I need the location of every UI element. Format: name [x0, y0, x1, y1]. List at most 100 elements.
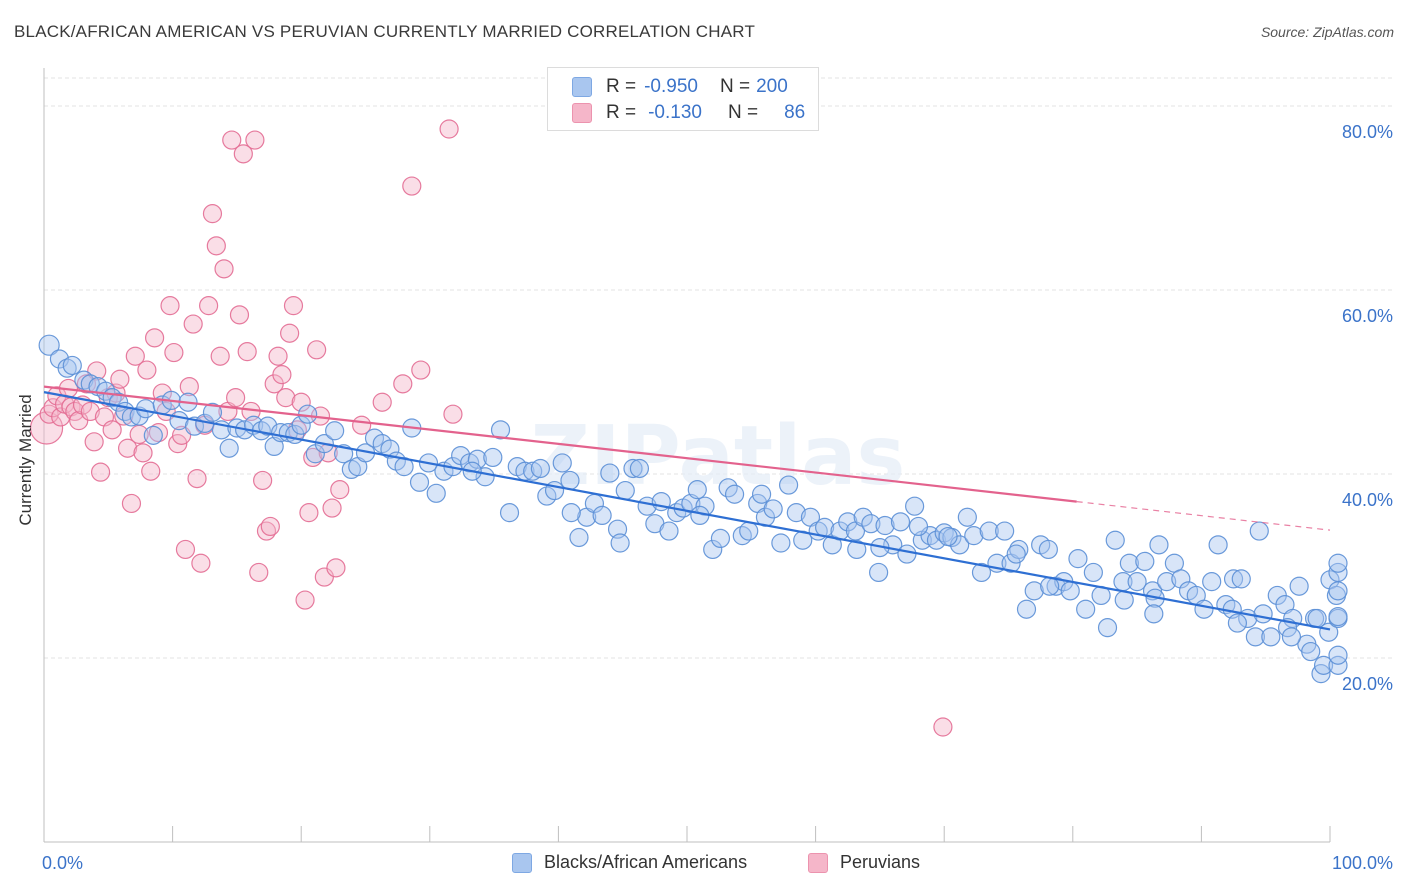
- data-point-blacks: [560, 470, 580, 491]
- data-point-blacks: [751, 484, 772, 504]
- data-point-blacks: [74, 370, 94, 390]
- data-point-peruvians: [322, 498, 342, 518]
- data-point-blacks: [778, 475, 799, 495]
- data-point-peruvians: [283, 296, 304, 316]
- legend-n-label-2: N =: [727, 102, 759, 123]
- data-point-peruvians: [214, 259, 234, 279]
- legend-row-blacks: R = -0.950 N = 200: [572, 74, 788, 100]
- data-point-blacks: [1149, 535, 1169, 555]
- data-point-peruvians: [179, 377, 199, 397]
- data-point-blacks: [1328, 606, 1348, 627]
- data-point-peruvians: [175, 539, 196, 560]
- data-point-peruvians: [160, 296, 180, 316]
- data-point-blacks: [938, 526, 958, 547]
- data-point-blacks: [561, 503, 581, 523]
- data-point-blacks: [483, 447, 503, 468]
- bottom-legend-blacks: Blacks/African Americans: [512, 852, 747, 873]
- trend-line-peruvians: [43, 385, 1077, 503]
- data-point-blacks: [786, 503, 806, 523]
- data-point-peruvians: [291, 392, 311, 412]
- data-point-peruvians: [237, 342, 257, 362]
- data-point-blacks: [710, 528, 731, 549]
- data-point-peruvians: [933, 717, 953, 737]
- data-point-peruvians: [84, 432, 104, 452]
- data-point-blacks: [610, 533, 630, 553]
- data-point-blacks: [703, 539, 723, 560]
- data-point-peruvians: [272, 365, 292, 385]
- data-point-blacks: [380, 439, 400, 459]
- data-point-peruvians: [206, 236, 226, 256]
- data-point-peruvians: [202, 204, 223, 224]
- legend-r-value-blacks: -0.950: [644, 76, 698, 97]
- data-point-blacks: [467, 449, 487, 469]
- data-point-blacks: [1144, 604, 1164, 624]
- data-point-blacks: [971, 562, 992, 583]
- data-point-blacks: [569, 527, 589, 548]
- data-point-blacks: [979, 521, 999, 541]
- tick-labels: 20.0% 40.0% 60.0% 80.0% 0.0% 100.0%: [42, 122, 1393, 873]
- data-point-blacks: [1253, 604, 1273, 624]
- data-point-blacks: [1208, 535, 1228, 555]
- data-point-peruvians: [148, 423, 169, 443]
- data-point-peruvians: [191, 553, 211, 573]
- data-point-blacks: [1119, 553, 1139, 573]
- data-point-peruvians: [326, 558, 346, 578]
- data-point-peruvians: [226, 388, 246, 408]
- data-point-blacks: [1289, 576, 1309, 596]
- data-point-blacks: [995, 521, 1015, 541]
- trend-line-peruvians-extension: [1076, 501, 1331, 531]
- data-point-blacks: [1328, 581, 1348, 601]
- data-point-blacks: [1171, 569, 1191, 589]
- data-point-blacks: [219, 438, 239, 458]
- data-point-blacks: [499, 503, 520, 523]
- data-point-blacks: [763, 499, 783, 519]
- data-point-peruvians: [121, 493, 142, 514]
- bottom-legend-label-blacks: Blacks/African Americans: [544, 852, 748, 872]
- data-point-blacks: [202, 402, 223, 422]
- data-point-blacks: [1068, 549, 1088, 569]
- data-point-blacks: [62, 355, 82, 376]
- data-point-peruvians: [245, 130, 265, 150]
- data-point-blacks: [629, 458, 650, 479]
- data-point-peruvians: [117, 438, 138, 458]
- data-point-peruvians: [303, 447, 323, 468]
- data-point-blacks: [1135, 551, 1155, 572]
- data-point-blacks: [724, 484, 745, 504]
- data-point-peruvians: [29, 411, 64, 445]
- data-point-blacks: [1328, 655, 1348, 675]
- legend-r-label-2: R =: [606, 102, 637, 123]
- data-point-peruvians: [164, 342, 184, 363]
- data-point-blacks: [905, 496, 925, 516]
- legend-swatch-blue: [572, 77, 592, 97]
- data-point-blacks: [1328, 645, 1348, 665]
- data-point-blacks: [847, 539, 867, 560]
- y-tick-label: 80.0%: [1342, 122, 1393, 142]
- data-point-blacks: [1202, 572, 1222, 592]
- data-point-blacks: [623, 458, 643, 479]
- data-point-peruvians: [280, 323, 300, 343]
- data-point-peruvians: [144, 328, 165, 348]
- legend-swatch-pink: [572, 103, 592, 123]
- data-point-blacks: [957, 507, 977, 527]
- data-point-peruvians: [183, 314, 203, 334]
- data-point-blacks: [1076, 599, 1096, 619]
- x-tick-label-min: 0.0%: [42, 853, 83, 873]
- data-point-blacks: [1127, 572, 1147, 592]
- y-tick-label: 60.0%: [1342, 306, 1393, 326]
- stats-legend: R = -0.950 N = 200 R = -0.130 N = 86: [547, 67, 819, 131]
- data-point-peruvians: [330, 480, 350, 500]
- data-point-blacks: [908, 516, 929, 537]
- data-point-blacks: [38, 334, 60, 356]
- data-point-peruvians: [137, 360, 157, 380]
- data-point-peruvians: [187, 469, 207, 489]
- watermark: ZIPatlas: [531, 409, 906, 504]
- data-point-peruvians: [233, 144, 253, 164]
- legend-n-value-blacks: 200: [756, 76, 788, 97]
- data-point-peruvians: [295, 590, 315, 610]
- legend-r-label: R =: [606, 76, 637, 97]
- trend-line-blacks: [43, 391, 1331, 631]
- data-point-peruvians: [393, 374, 413, 394]
- axes: [43, 68, 1331, 843]
- data-point-blacks: [1245, 627, 1266, 647]
- data-point-blacks: [1223, 569, 1244, 589]
